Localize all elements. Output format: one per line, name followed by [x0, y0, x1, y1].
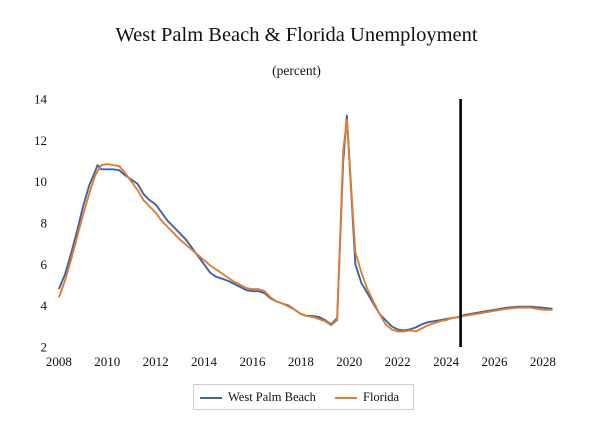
x-tick-label-2010: 2010: [94, 354, 120, 369]
x-tick-label-2012: 2012: [143, 354, 169, 369]
x-axis: 2008 2010 2012 2014 2016 2018 2020 2022 2024 2026…: [46, 354, 556, 369]
legend-label-west-palm-beach: West Palm Beach: [228, 390, 316, 404]
x-tick-label-2020: 2020: [336, 354, 362, 369]
x-tick-label-2008: 2008: [46, 354, 72, 369]
x-tick-label-2018: 2018: [288, 354, 314, 369]
x-tick-label-2024: 2024: [433, 354, 460, 369]
y-tick-label-2: 2: [41, 340, 48, 355]
x-tick-label-2014: 2014: [191, 354, 218, 369]
series-layer: [57, 114, 553, 333]
legend-swatch-florida: [335, 397, 357, 399]
x-tick-label-2022: 2022: [385, 354, 411, 369]
x-tick-label-2028: 2028: [530, 354, 556, 369]
y-tick-label-14: 14: [34, 92, 48, 107]
legend-swatch-west-palm-beach: [200, 397, 222, 399]
y-tick-label-12: 12: [34, 133, 47, 148]
y-tick-label-8: 8: [41, 216, 48, 231]
x-tick-label-2026: 2026: [481, 354, 508, 369]
x-tick-label-2016: 2016: [239, 354, 266, 369]
chart-subtitle: (percent): [272, 63, 321, 78]
chart-title: West Palm Beach & Florida Unemployment: [115, 24, 478, 46]
series-line-florida: [57, 118, 553, 333]
y-axis: 2 4 6 8 10 12 14: [34, 92, 48, 355]
y-tick-label-4: 4: [41, 298, 48, 313]
chart-legend: West Palm Beach Florida: [193, 384, 414, 410]
y-tick-label-6: 6: [41, 257, 48, 272]
y-tick-label-10: 10: [34, 174, 47, 189]
series-line-west-palm-beach: [57, 114, 553, 332]
legend-label-florida: Florida: [363, 390, 400, 404]
